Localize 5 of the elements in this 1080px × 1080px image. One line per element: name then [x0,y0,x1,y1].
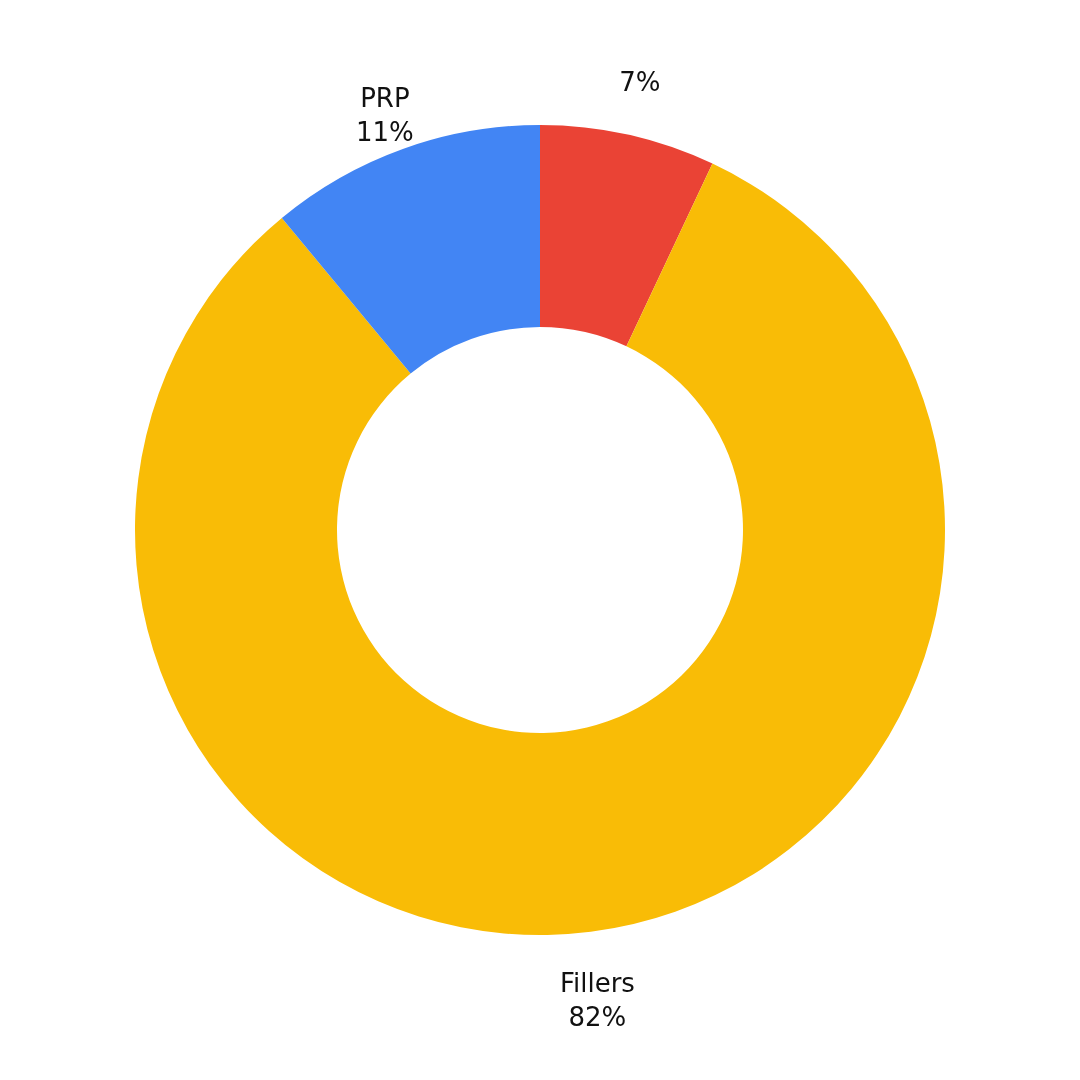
slice-label: PRP [360,83,410,114]
data-label: 7% [619,67,661,98]
slice-label: Fillers [559,968,635,999]
data-label: 11% [355,117,414,148]
data-label: 82% [568,1002,627,1033]
